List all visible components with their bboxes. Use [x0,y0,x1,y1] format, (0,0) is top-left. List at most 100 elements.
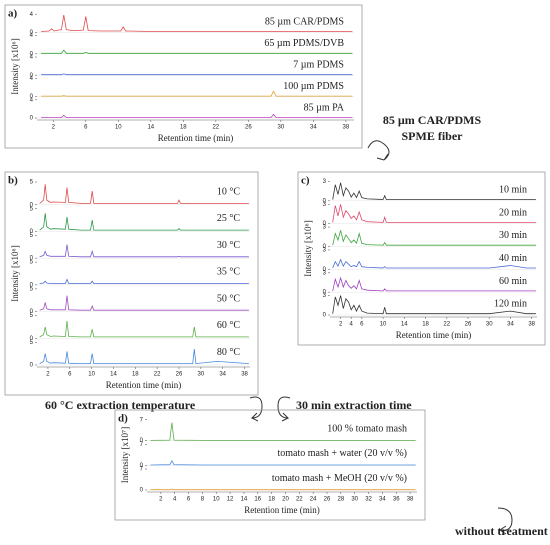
trace-label: 100 µm PDMS [283,81,344,92]
x-tick-label: 18 [132,372,139,378]
x-tick-label: 22 [154,372,161,378]
trace [150,488,416,491]
x-tick-label: 6 [360,322,364,328]
trace [150,459,416,466]
trace [332,230,536,246]
annotation: 60 °C extraction temperature [45,398,196,412]
y-tick-label: 3 [323,248,327,254]
y-axis-label: Intensity [x10⁶] [10,38,20,94]
panel-label: c) [301,175,310,187]
annotation: 85 µm CAR/PDMS [383,113,482,127]
x-tick-label: 14 [147,125,154,131]
x-axis-label: Retention time (min) [396,330,472,340]
y-tick-label: 5 [30,260,34,266]
y-tick-label: 5 [30,286,34,292]
trace-label: 25 °C [217,213,240,224]
x-tick-label: 28 [338,497,345,503]
trace-label: 30 min [499,230,527,241]
trace-label: 20 min [499,207,527,218]
x-tick-label: 18 [422,322,429,328]
x-tick-label: 22 [443,322,450,328]
x-axis-label: Retention time (min) [244,505,320,515]
trace-label: 30 °C [217,240,240,251]
y-tick-label: 3 [323,225,327,231]
x-tick-label: 34 [379,497,386,503]
x-tick-label: 4 [173,497,177,503]
y-tick-label: 4 [30,12,34,18]
panel-frame [297,171,546,346]
panel-label: a) [8,8,18,20]
x-tick-label: 14 [110,372,117,378]
y-tick-label: 5 [30,206,34,212]
trace-label: 85 µm PA [304,102,345,113]
y-tick-label: 0 [30,309,34,315]
x-tick-label: 38 [407,497,414,503]
x-tick-label: 34 [310,125,317,131]
y-tick-label: 0 [323,267,327,273]
y-tick-label: 0 [140,463,144,469]
x-tick-label: 24 [310,497,317,503]
trace [39,320,249,338]
trace [41,49,353,54]
trace-label: 80 °C [217,347,240,358]
x-tick-label: 30 [486,322,493,328]
y-tick-label: 0 [30,202,34,208]
y-tick-label: 7 [140,417,144,423]
trace [332,295,536,315]
arrow [277,396,291,422]
x-tick-label: 10 [380,322,387,328]
y-tick-label: 3 [323,270,327,276]
x-tick-label: 38 [528,322,535,328]
panel-label: b) [8,175,18,187]
y-tick-label: 4 [30,55,34,61]
x-tick-label: 18 [180,125,187,131]
y-tick-label: 0 [30,256,34,262]
annotation: 30 min extraction time [296,398,412,412]
x-tick-label: 34 [507,322,514,328]
trace [332,276,536,292]
y-tick-label: 5 [30,233,34,239]
trace-label: 10 °C [217,187,240,198]
x-tick-label: 12 [227,497,234,503]
y-tick-label: 0 [30,363,34,369]
x-tick-label: 22 [296,497,303,503]
trace [41,73,353,76]
trace-label: 100 % tomato mash [327,423,407,434]
y-tick-label: 7 [140,467,144,473]
trace-label: 60 °C [217,320,240,331]
trace-label: 40 min [499,253,527,264]
y-tick-label: 0 [323,244,327,250]
x-tick-label: 38 [241,372,248,378]
x-tick-label: 2 [339,322,343,328]
arrow [497,507,513,535]
x-tick-label: 6 [187,497,191,503]
panel-frame [114,409,426,521]
y-tick-label: 5 [30,313,34,319]
arrow [367,140,390,161]
y-tick-label: 0 [30,229,34,235]
y-tick-label: 0 [30,73,34,79]
y-tick-label: 7 [140,442,144,448]
x-tick-label: 38 [343,125,350,131]
x-tick-label: 4 [350,322,354,328]
y-tick-label: 0 [323,313,327,319]
y-tick-label: 3 [323,179,327,185]
trace [332,204,536,223]
x-tick-label: 20 [282,497,289,503]
y-tick-label: 0 [140,488,144,494]
trace [39,349,249,365]
y-tick-label: 5 [30,180,34,186]
y-tick-label: 0 [30,51,34,57]
y-tick-label: 3 [323,202,327,208]
trace-label: 10 min [499,184,527,195]
trace-label: 65 µm PDMS/DVB [264,38,344,49]
x-tick-label: 30 [351,497,358,503]
trace-label: 35 °C [217,267,240,278]
x-tick-label: 30 [278,125,285,131]
y-tick-label: 5 [30,340,34,346]
arrow [249,396,263,422]
x-tick-label: 2 [52,125,56,131]
y-tick-label: 4 [30,97,34,103]
x-tick-label: 34 [219,372,226,378]
